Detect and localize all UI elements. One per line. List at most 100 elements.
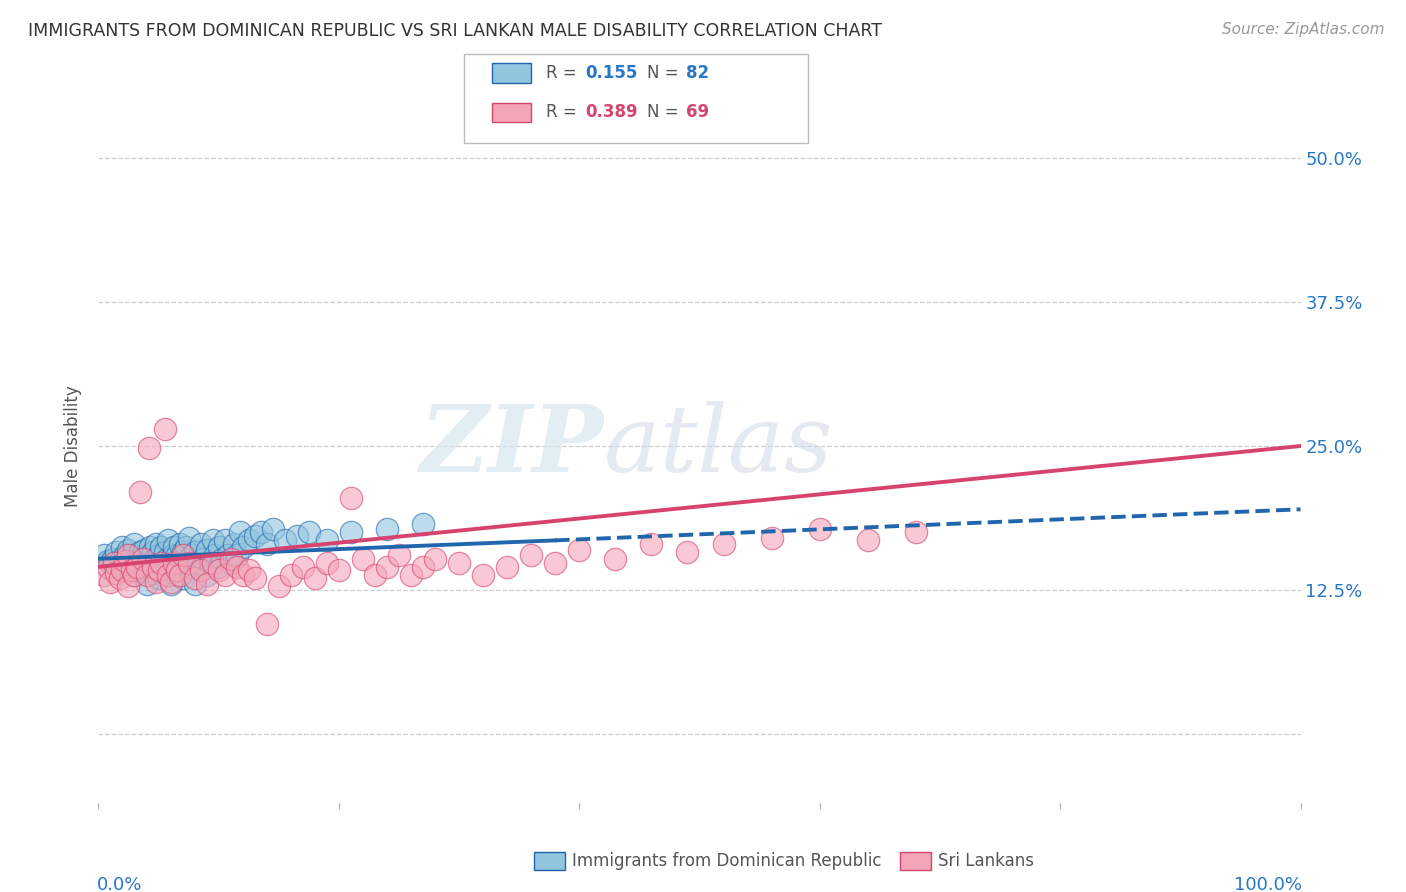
Point xyxy=(166,549,188,563)
Point xyxy=(129,485,152,500)
Point xyxy=(304,571,326,585)
Text: IMMIGRANTS FROM DOMINICAN REPUBLIC VS SRI LANKAN MALE DISABILITY CORRELATION CHA: IMMIGRANTS FROM DOMINICAN REPUBLIC VS SR… xyxy=(28,22,882,40)
Point xyxy=(132,551,155,566)
Point xyxy=(496,559,519,574)
Point xyxy=(97,559,120,574)
Point xyxy=(201,557,224,571)
Point xyxy=(328,563,350,577)
Point xyxy=(129,551,152,566)
Point xyxy=(124,537,146,551)
Point xyxy=(229,525,252,540)
Point xyxy=(167,557,190,571)
Point xyxy=(141,559,163,574)
Point xyxy=(568,542,591,557)
Point xyxy=(93,549,115,563)
Point xyxy=(108,559,131,574)
Point xyxy=(520,549,543,563)
Text: Source: ZipAtlas.com: Source: ZipAtlas.com xyxy=(1222,22,1385,37)
Text: 0.155: 0.155 xyxy=(585,64,637,82)
Point xyxy=(225,559,247,574)
Point xyxy=(166,563,188,577)
Point xyxy=(262,522,284,536)
Text: 69: 69 xyxy=(686,103,709,121)
Point xyxy=(101,551,124,566)
Point xyxy=(114,554,136,568)
Point xyxy=(93,568,115,582)
Point xyxy=(163,541,186,555)
Point xyxy=(145,537,167,551)
Point xyxy=(169,537,191,551)
Point xyxy=(153,545,176,559)
Point xyxy=(808,522,831,536)
Text: R =: R = xyxy=(546,64,582,82)
Point xyxy=(125,559,148,574)
Point xyxy=(124,568,146,582)
Point xyxy=(181,549,204,563)
Point xyxy=(117,549,139,563)
Point xyxy=(375,522,398,536)
Point xyxy=(177,531,200,545)
Point xyxy=(315,557,337,571)
Point xyxy=(157,533,180,548)
Point xyxy=(447,557,470,571)
Text: N =: N = xyxy=(647,103,683,121)
Point xyxy=(100,574,122,589)
Text: 82: 82 xyxy=(686,64,709,82)
Point xyxy=(190,537,212,551)
Point xyxy=(285,529,308,543)
Point xyxy=(399,568,422,582)
Point xyxy=(153,422,176,436)
Point xyxy=(172,549,194,563)
Point xyxy=(315,533,337,548)
Point xyxy=(135,568,157,582)
Point xyxy=(340,525,363,540)
Point xyxy=(676,545,699,559)
Point xyxy=(124,568,146,582)
Point xyxy=(217,549,239,563)
Point xyxy=(274,533,297,548)
Point xyxy=(256,617,278,632)
Point xyxy=(139,541,162,555)
Point xyxy=(169,568,191,582)
Point xyxy=(412,517,434,532)
Point xyxy=(904,525,927,540)
Point xyxy=(159,574,181,589)
Point xyxy=(761,531,783,545)
Point xyxy=(249,525,271,540)
Point xyxy=(141,566,163,580)
Point xyxy=(135,557,157,571)
Point xyxy=(132,542,155,557)
Point xyxy=(191,551,214,566)
Point xyxy=(156,551,179,566)
Point xyxy=(256,537,278,551)
Point xyxy=(183,577,205,591)
Point xyxy=(121,549,143,563)
Text: Immigrants from Dominican Republic: Immigrants from Dominican Republic xyxy=(572,852,882,870)
Point xyxy=(195,542,218,557)
Point xyxy=(117,557,139,571)
Point xyxy=(204,549,226,563)
Point xyxy=(232,541,254,555)
Point xyxy=(172,571,194,585)
Point xyxy=(135,577,157,591)
Point xyxy=(174,541,197,555)
Point xyxy=(183,571,205,585)
Text: 0.0%: 0.0% xyxy=(97,876,142,892)
Point xyxy=(111,563,134,577)
Point xyxy=(166,568,188,582)
Point xyxy=(111,541,134,555)
Point xyxy=(201,533,224,548)
Point xyxy=(174,557,197,571)
Point xyxy=(138,442,160,456)
Point xyxy=(159,577,181,591)
Point xyxy=(187,557,209,571)
Point xyxy=(157,568,180,582)
Text: Sri Lankans: Sri Lankans xyxy=(938,852,1033,870)
Point xyxy=(208,559,231,574)
Point xyxy=(100,557,122,571)
Point xyxy=(375,559,398,574)
Point xyxy=(243,571,266,585)
Point xyxy=(364,568,387,582)
Point xyxy=(117,542,139,557)
Point xyxy=(138,549,160,563)
